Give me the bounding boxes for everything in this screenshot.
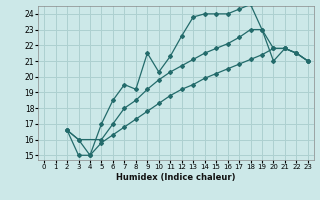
X-axis label: Humidex (Indice chaleur): Humidex (Indice chaleur) <box>116 173 236 182</box>
